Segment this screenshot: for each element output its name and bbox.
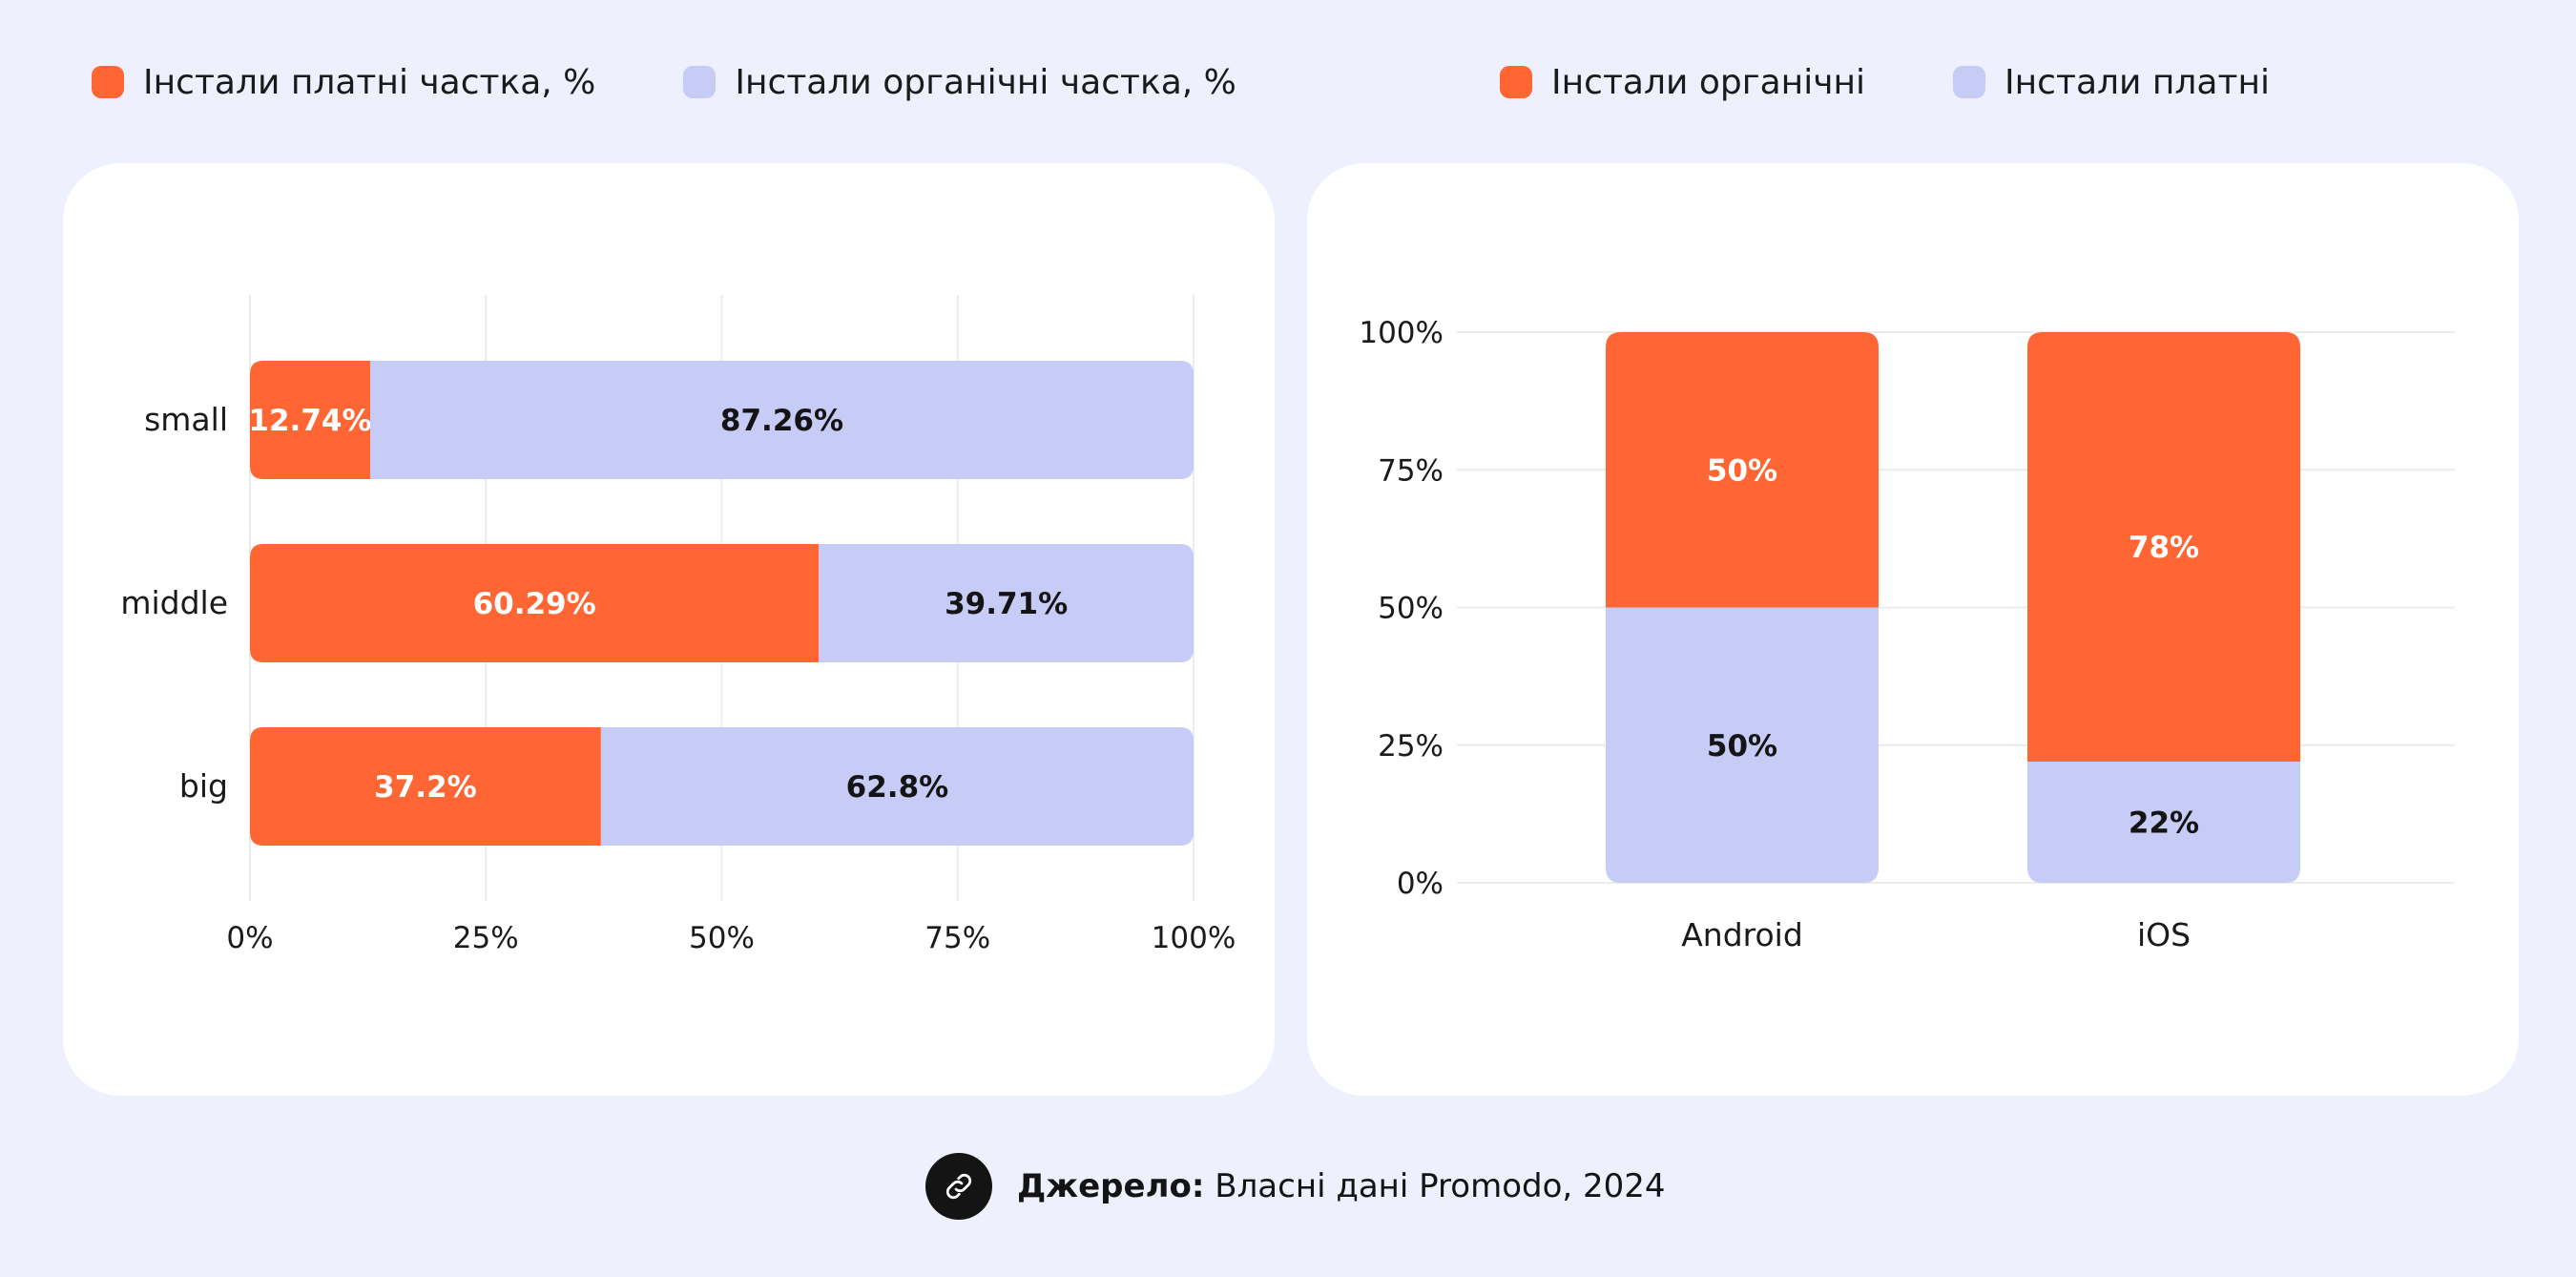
legend-swatch-organic xyxy=(683,66,717,98)
x-tick-label: 25% xyxy=(453,921,519,955)
data-label: 60.29% xyxy=(473,587,596,621)
legend-item-organic: Інстали органічні xyxy=(1500,63,1865,102)
legend-swatch-paid xyxy=(92,66,124,98)
legend-item-organic-share: Інстали органічні частка, % xyxy=(683,63,1236,102)
data-label: 50% xyxy=(1707,729,1777,764)
bar-segment xyxy=(1606,607,1879,883)
category-label: big xyxy=(179,767,228,805)
bar-segment xyxy=(2027,762,2300,883)
legend-item-paid-share: Інстали платні частка, % xyxy=(92,63,595,102)
source-label: Джерело: xyxy=(1017,1167,1205,1205)
y-tick-label: 50% xyxy=(1378,592,1444,626)
bar-segment xyxy=(2027,332,2300,763)
category-label: middle xyxy=(120,584,228,621)
data-label: 62.8% xyxy=(846,770,949,805)
legend-right: Інстали органічні Інстали платні xyxy=(1500,59,2270,105)
category-label: small xyxy=(144,401,228,438)
y-tick-label: 75% xyxy=(1378,453,1444,488)
x-tick-label: 50% xyxy=(689,921,755,955)
data-label: 87.26% xyxy=(720,404,843,438)
y-tick-label: 0% xyxy=(1397,867,1444,901)
category-label: iOS xyxy=(2137,916,2191,953)
bar-segment xyxy=(600,727,1194,846)
bar-segment xyxy=(250,727,601,846)
link-icon xyxy=(925,1153,992,1220)
bar-segment xyxy=(1606,332,1879,608)
x-tick-label: 0% xyxy=(226,921,273,955)
source-note: Джерело: Власні дані Promodo, 2024 xyxy=(925,1153,1666,1220)
category-label: Android xyxy=(1681,916,1803,953)
y-tick-label: 25% xyxy=(1378,729,1444,764)
source-text: Власні дані Promodo, 2024 xyxy=(1215,1167,1666,1205)
legend-label-paid-share: Інстали платні частка, % xyxy=(143,62,596,102)
legend-label-paid: Інстали платні xyxy=(2005,62,2270,102)
data-label: 50% xyxy=(1707,453,1777,488)
x-tick-label: 75% xyxy=(924,921,990,955)
bar-segment xyxy=(250,361,370,479)
legend-left: Інстали платні частка, % Інстали органіч… xyxy=(92,59,1236,105)
legend-swatch-organic-right xyxy=(1500,66,1532,98)
vertical-stacked-bar-chart: 0% 25% 50% 75% 100% Android 50% 50% iOS 22% 78% xyxy=(1359,316,2455,953)
data-label: 78% xyxy=(2129,531,2199,565)
x-tick-label: 100% xyxy=(1152,921,1236,955)
bar-segment xyxy=(250,544,820,662)
legend-label-organic-share: Інстали органічні частка, % xyxy=(735,62,1236,102)
legend-swatch-paid-right xyxy=(1953,66,1986,98)
chart-card-platform-share: 0% 25% 50% 75% 100% Android 50% 50% iOS 22% 78% xyxy=(1307,163,2519,1096)
legend-item-paid: Інстали платні xyxy=(1953,63,2270,102)
chart-card-segment-share: 0% 25% 50% 75% 100% small 12.74% 87.26% middle 60… xyxy=(63,163,1275,1096)
data-label: 39.71% xyxy=(945,587,1068,621)
data-label: 37.2% xyxy=(374,770,477,805)
y-tick-label: 100% xyxy=(1359,316,1444,350)
data-label: 22% xyxy=(2129,806,2199,841)
bar-segment xyxy=(819,544,1194,662)
horizontal-stacked-bar-chart: 0% 25% 50% 75% 100% small 12.74% 87.26% middle 60… xyxy=(120,295,1236,955)
bar-segment xyxy=(369,361,1194,479)
data-label: 12.74% xyxy=(248,404,371,438)
legend-label-organic: Інстали органічні xyxy=(1551,62,1866,102)
